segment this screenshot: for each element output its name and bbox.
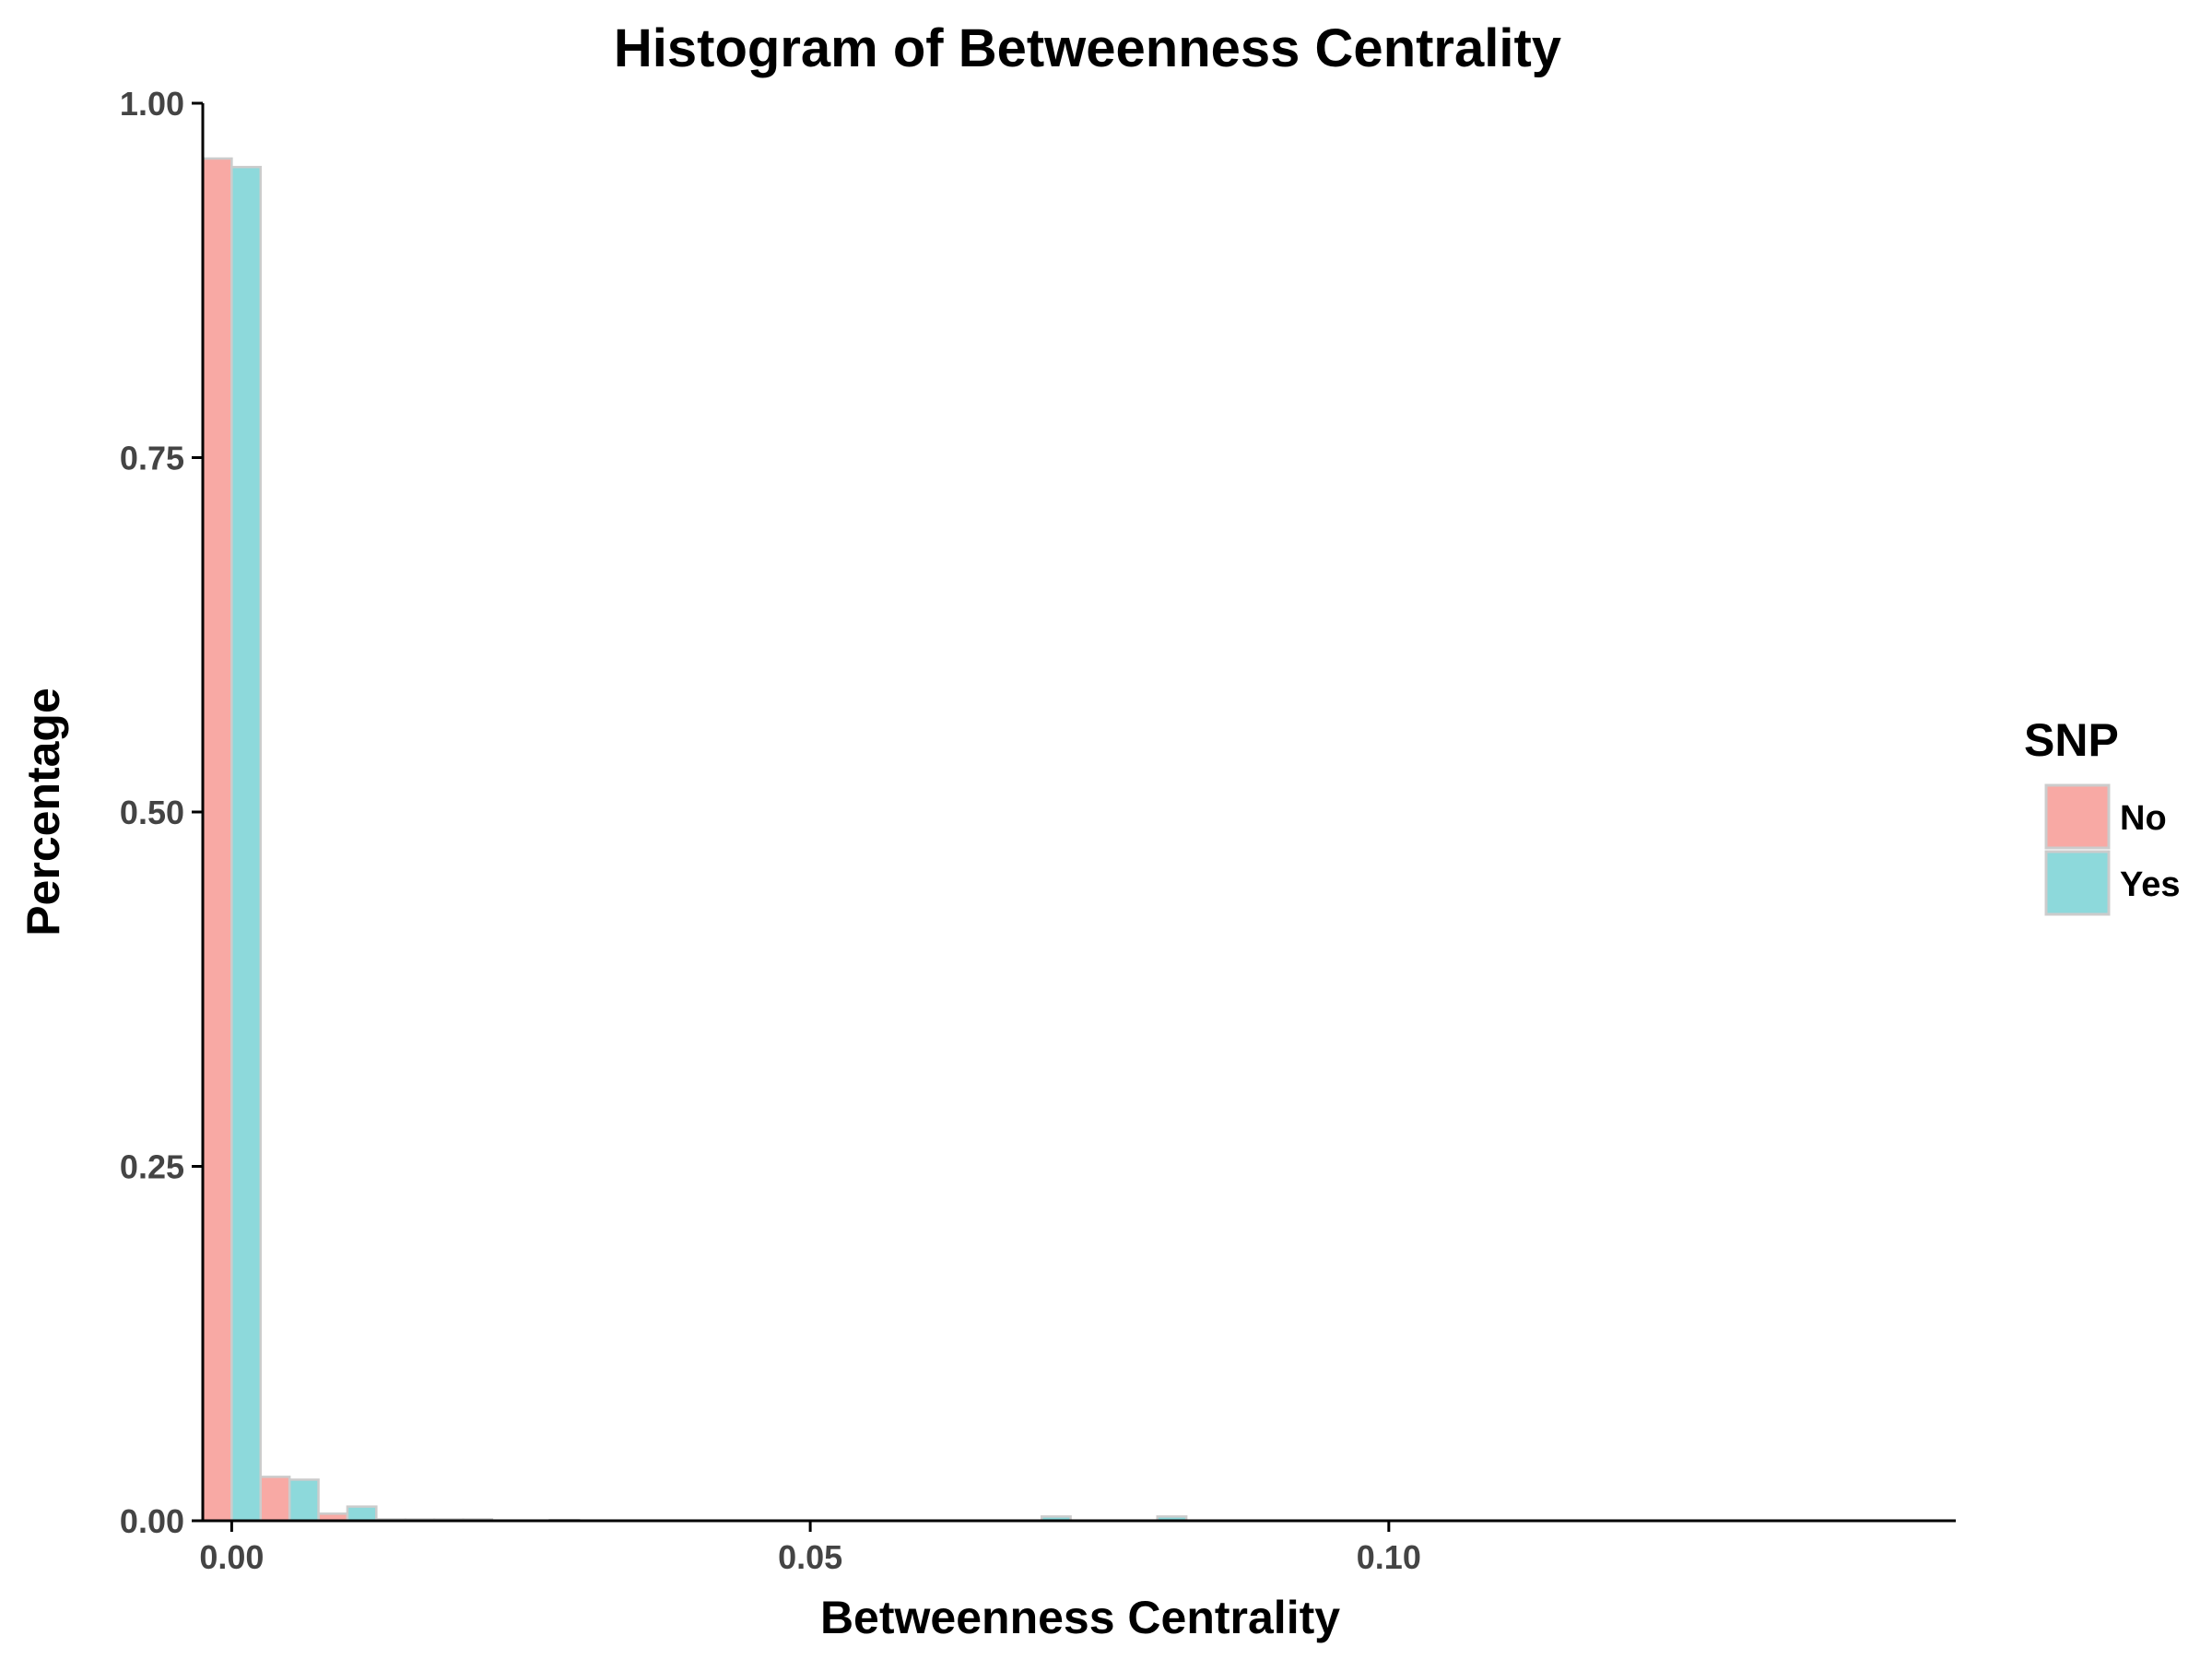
x-ticks: 0.00 0.05 0.10 (199, 1521, 1421, 1576)
bar-no-1 (259, 1476, 291, 1523)
y-tick-label: 1.00 (120, 85, 184, 123)
y-axis-title: Percentage (18, 688, 69, 936)
legend-label-yes: Yes (2120, 865, 2181, 904)
y-ticks: 0.00 0.25 0.50 0.75 1.00 (120, 85, 203, 1540)
x-tick-label: 0.00 (199, 1538, 264, 1576)
bar-no-0 (201, 157, 233, 1523)
bar-yes-0 (230, 165, 263, 1523)
legend-label-no: No (2120, 799, 2167, 838)
legend-key-no (2044, 783, 2111, 850)
bar-yes-1 (288, 1478, 320, 1523)
x-axis-title: Betweenness Centrality (820, 1592, 1340, 1643)
y-tick-label: 0.25 (120, 1148, 184, 1186)
legend-key-yes (2044, 850, 2111, 916)
x-tick-label: 0.10 (1357, 1538, 1421, 1576)
y-tick-label: 0.50 (120, 794, 184, 831)
legend: SNP No Yes (2024, 714, 2181, 916)
bars (201, 157, 1188, 1523)
bar-yes-2 (346, 1505, 378, 1523)
chart-title: Histogram of Betweenness Centrality (614, 18, 1561, 78)
legend-title: SNP (2024, 714, 2119, 766)
y-tick-label: 0.75 (120, 440, 184, 477)
x-tick-label: 0.05 (778, 1538, 842, 1576)
y-tick-label: 0.00 (120, 1502, 184, 1540)
